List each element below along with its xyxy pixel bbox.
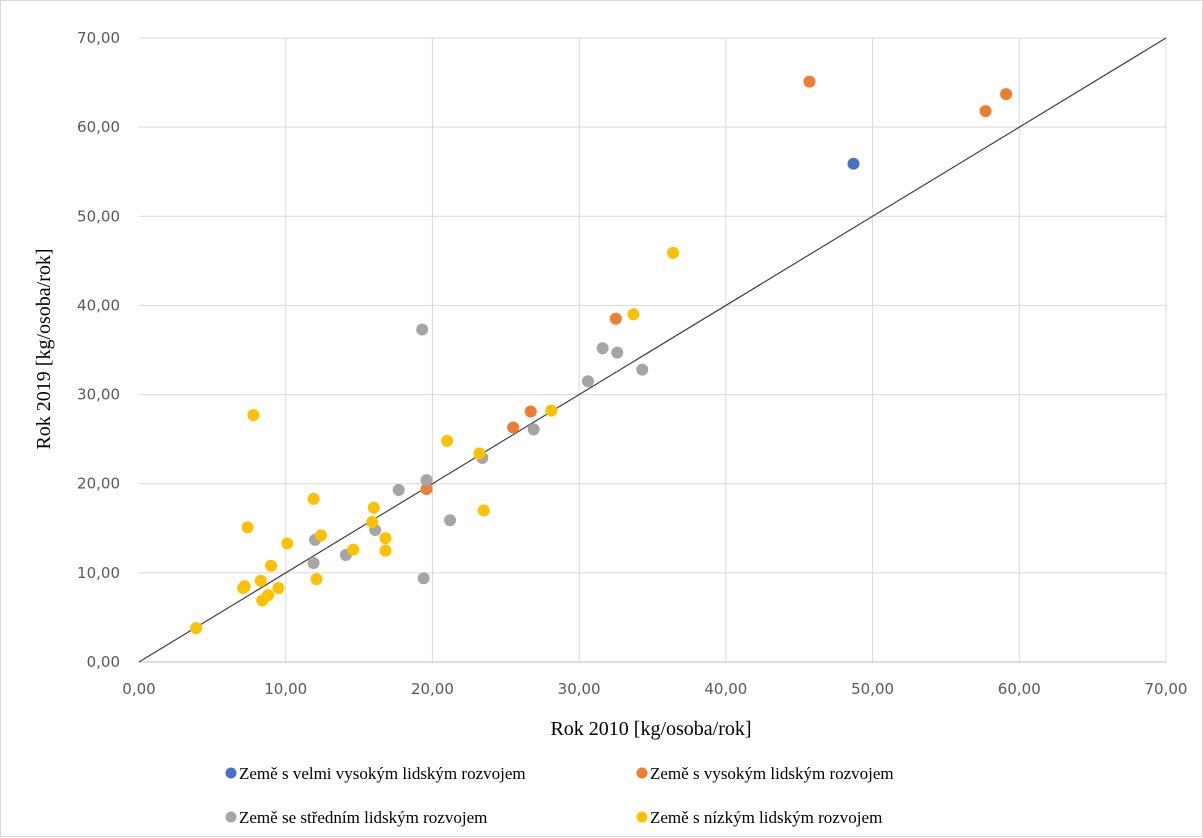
data-point [366,516,379,529]
y-tick-label: 50,00 [77,207,120,225]
legend-marker [636,767,648,779]
data-point [241,521,254,534]
data-point [272,582,285,595]
data-point [477,504,490,517]
data-point [444,514,457,527]
data-point [507,421,520,434]
data-point [473,447,486,460]
y-tick-label: 20,00 [77,475,120,493]
data-point [265,559,278,572]
data-point [314,529,327,542]
y-tick-label: 10,00 [77,564,120,582]
data-point [441,434,454,447]
data-point [581,375,594,388]
data-point [190,622,203,635]
data-point [596,342,609,355]
data-point [392,483,405,496]
y-tick-label: 70,00 [77,29,120,47]
legend-marker [225,811,237,823]
data-point [527,423,540,436]
data-point [667,246,680,259]
x-tick-label: 70,00 [1145,680,1188,698]
x-tick-label: 0,00 [122,680,155,698]
x-tick-label: 30,00 [558,680,601,698]
gridlines [139,37,1167,663]
data-points [190,75,1013,635]
y-tick-label: 0,00 [87,653,120,671]
data-point [979,105,992,118]
legend-label: Země s vysokým lidským rozvojem [650,764,894,783]
data-point [310,573,323,586]
data-point [247,409,260,422]
data-point [636,363,649,376]
x-tick-label: 50,00 [851,680,894,698]
x-tick-label: 60,00 [998,680,1041,698]
legend: Země s velmi vysokým lidským rozvojem Zem… [225,764,894,827]
data-point [238,580,251,593]
y-tick-label: 40,00 [77,296,120,314]
data-point [307,492,320,505]
data-point [379,532,392,545]
y-axis-title: Rok 2019 [kg/osoba/rok] [33,248,55,449]
data-point [847,157,860,170]
data-point [803,75,816,88]
data-point [627,308,640,321]
x-tick-label: 40,00 [704,680,747,698]
data-point [545,404,558,417]
legend-marker [636,811,648,823]
data-point [609,312,622,325]
x-tick-label: 10,00 [264,680,307,698]
data-point [1000,88,1013,101]
data-point [420,483,433,496]
data-point [347,543,360,556]
y-tick-label: 60,00 [77,118,120,136]
legend-label: Země s nízkým lidským rozvojem [650,808,882,827]
y-tick-label: 30,00 [77,386,120,404]
data-point [307,557,320,570]
legend-label: Země s velmi vysokým lidským rozvojem [239,764,526,783]
data-point [367,501,380,514]
reference-line [138,37,1167,663]
data-point [254,574,267,587]
data-point [416,323,429,336]
x-tick-label: 20,00 [411,680,454,698]
tick-labels: 0,00 10,00 20,00 30,00 40,00 50,00 60,00 70,00 0… [77,29,1187,698]
data-point [281,537,294,550]
legend-marker [225,767,237,779]
data-point [379,544,392,557]
data-point [256,594,269,607]
data-point [611,346,624,359]
data-point [420,474,433,487]
data-point [524,405,537,418]
x-axis-title: Rok 2010 [kg/osoba/rok] [550,718,751,740]
reference-line-layer [138,37,1167,663]
legend-label: Země se středním lidským rozvojem [239,808,487,827]
data-point [417,572,430,585]
